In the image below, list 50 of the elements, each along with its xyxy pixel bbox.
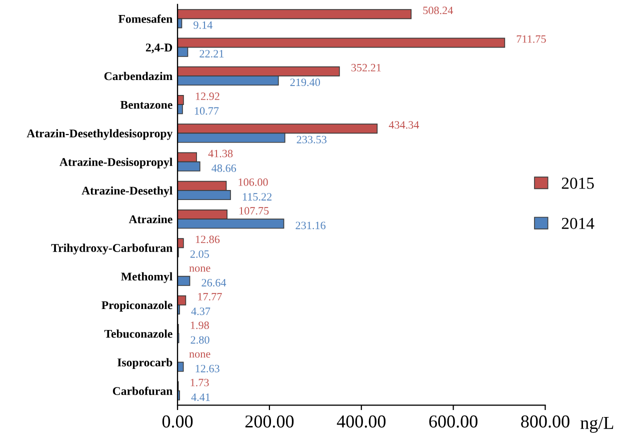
legend-label: 2014: [562, 218, 594, 230]
y-tick-label: Carbendazim: [104, 72, 172, 80]
x-tick-label: 600.00: [429, 415, 478, 428]
y-tick-label: Methomyl: [121, 272, 172, 283]
data-label: 231.16: [296, 222, 326, 230]
text: none: [189, 352, 210, 358]
data-label: 48.66: [212, 164, 236, 172]
data-label: 2.05: [190, 250, 209, 258]
y-tick-label: Carbofuran: [112, 386, 172, 396]
data-label: 41.38: [208, 150, 233, 158]
y-tick-label: Atrazin-Desethyldesisopropy: [26, 129, 173, 140]
data-label: 508.24: [423, 6, 454, 14]
data-label: 233.53: [296, 136, 326, 144]
y-tick-label: 2,4-D: [146, 44, 172, 54]
legend-label: 2015: [562, 178, 594, 189]
y-tick-label: Fomesafen: [118, 14, 172, 23]
data-label: 434.34: [388, 121, 420, 129]
y-tick-label: Bentazone: [120, 100, 172, 109]
data-label: 12.92: [196, 92, 220, 100]
y-tick-label: Isoprocarb: [118, 358, 172, 369]
y-tick-label: Atrazine: [128, 214, 172, 224]
data-label: 115.22: [242, 193, 272, 201]
data-label: 219.40: [290, 78, 320, 86]
data-label: 1.73: [190, 378, 209, 386]
text: none: [189, 266, 210, 272]
data-label: 17.77: [198, 292, 222, 300]
x-tick-label: 200.00: [245, 415, 294, 428]
y-tick-label: Atrazine-Desisopropyl: [60, 158, 172, 168]
data-label: 12.63: [196, 364, 220, 372]
data-label: 711.75: [516, 35, 546, 43]
x-tick-label: 0.00: [162, 415, 193, 428]
y-tick-label: Tebuconazole: [104, 329, 172, 338]
data-label: 9.14: [194, 21, 212, 29]
data-label: 106.00: [238, 178, 268, 186]
y-tick-label: Trihydroxy-Carbofuran: [51, 244, 172, 254]
x-axis-title: ng/L: [580, 416, 614, 433]
data-label: 26.64: [202, 278, 226, 286]
data-label: 4.41: [191, 394, 210, 401]
data-label: 12.86: [196, 236, 220, 244]
y-tick-label: Atrazine-Desethyl: [82, 186, 172, 198]
data-label: 4.37: [191, 308, 210, 316]
data-label: 22.21: [200, 50, 224, 58]
data-label: 352.21: [351, 64, 381, 72]
data-label: 10.77: [194, 107, 219, 115]
data-label: 2.80: [190, 336, 210, 344]
data-label: 1.98: [190, 322, 209, 330]
x-tick-label: 400.00: [336, 415, 386, 428]
x-tick-label: 800.00: [521, 415, 570, 428]
data-label: 107.75: [240, 207, 269, 215]
y-tick-label: Propiconazole: [102, 300, 172, 312]
